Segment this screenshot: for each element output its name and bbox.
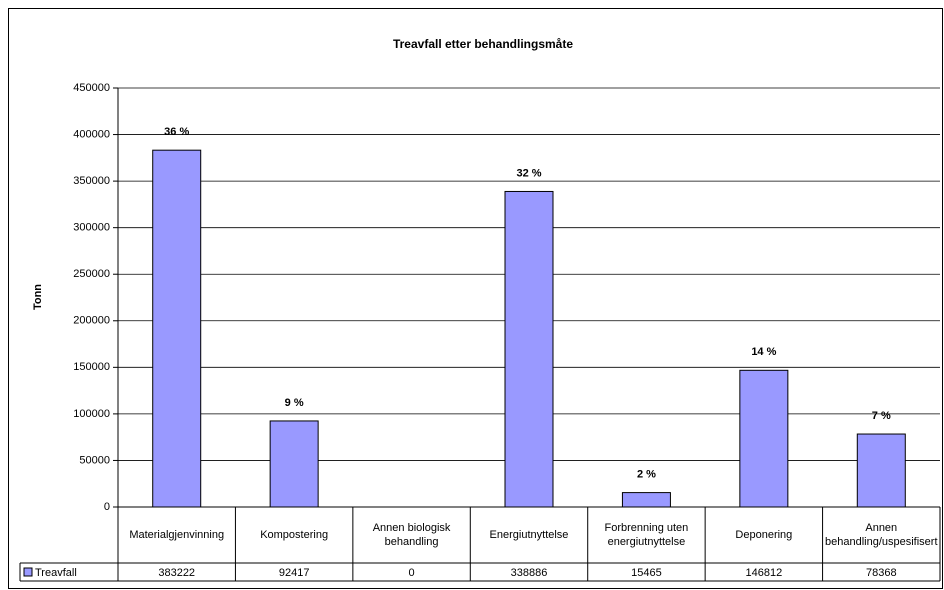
data-label: 9 % xyxy=(285,397,304,409)
legend-swatch xyxy=(23,567,33,577)
x-tick-label: Forbrenning uten energiutnyttelse xyxy=(604,522,689,548)
y-tick-label: 100000 xyxy=(73,408,110,420)
table-value: 92417 xyxy=(279,567,310,579)
data-label: 32 % xyxy=(516,167,541,179)
x-tick-label: Annen biologisk behandling xyxy=(372,522,451,548)
data-label: 2 % xyxy=(637,469,656,481)
bar xyxy=(621,492,671,508)
table-value: 78368 xyxy=(866,567,897,579)
table-value: 0 xyxy=(409,567,415,579)
x-tick-label: Energiutnyttelse xyxy=(489,529,569,541)
x-tick-label: Deponering xyxy=(735,529,793,541)
category-cell: Annen behandling/uspesifisert xyxy=(825,522,938,548)
data-label: 14 % xyxy=(751,346,776,358)
bar xyxy=(269,420,319,508)
y-tick-label: 350000 xyxy=(73,175,110,187)
bar xyxy=(152,149,202,508)
y-tick-label: 150000 xyxy=(73,361,110,373)
category-cell: Energiutnyttelse xyxy=(489,529,569,541)
table-value: 338886 xyxy=(511,567,548,579)
table-value: 15465 xyxy=(631,567,662,579)
data-label: 36 % xyxy=(164,126,189,138)
y-tick-label: 0 xyxy=(104,501,110,513)
table-value: 383222 xyxy=(158,567,195,579)
chart-title: Treavfall etter behandlingsmåte xyxy=(393,37,573,51)
table-value: 146812 xyxy=(745,567,782,579)
y-axis-label: Tonn xyxy=(32,284,44,310)
y-tick-label: 450000 xyxy=(73,82,110,94)
bar xyxy=(739,369,789,508)
chart-border xyxy=(8,8,943,589)
y-tick-label: 250000 xyxy=(73,268,110,280)
bar xyxy=(856,433,906,508)
category-cell: Deponering xyxy=(735,529,793,541)
y-tick-label: 200000 xyxy=(73,315,110,327)
x-tick-label: Materialgjenvinning xyxy=(129,529,225,541)
category-cell: Annen biologisk behandling xyxy=(372,522,451,548)
y-tick-label: 50000 xyxy=(79,454,110,466)
y-tick-label: 300000 xyxy=(73,222,110,234)
category-cell: Forbrenning uten energiutnyttelse xyxy=(604,522,689,548)
x-tick-label: Kompostering xyxy=(260,529,329,541)
x-tick-label: Annen behandling/uspesifisert xyxy=(825,522,938,548)
category-cell: Materialgjenvinning xyxy=(129,529,225,541)
category-cell: Kompostering xyxy=(260,529,329,541)
bar xyxy=(504,190,554,508)
data-label: 7 % xyxy=(872,410,891,422)
y-tick-label: 400000 xyxy=(73,128,110,140)
legend-label: Treavfall xyxy=(35,567,77,579)
